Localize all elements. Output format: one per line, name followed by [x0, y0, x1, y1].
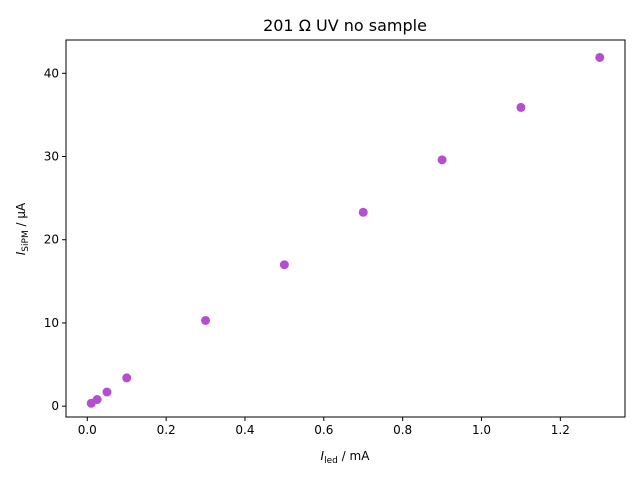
- data-point: [122, 373, 132, 383]
- x-tick-label: 0.0: [78, 423, 97, 437]
- x-axis-label-unit: / mA: [338, 449, 370, 463]
- x-tick-label: 1.2: [551, 423, 570, 437]
- data-point: [201, 315, 211, 325]
- y-tick-label: 20: [44, 233, 59, 247]
- x-tick-label: 0.6: [314, 423, 333, 437]
- chart-title: 201 Ω UV no sample: [263, 16, 427, 35]
- data-point: [516, 102, 526, 112]
- data-points: [86, 52, 605, 408]
- plot-area-frame: [65, 39, 626, 418]
- x-tick-label: 0.4: [235, 423, 254, 437]
- y-tick-label: 30: [44, 150, 59, 164]
- x-tick-label: 1.0: [472, 423, 491, 437]
- x-axis-label-subscript: led: [324, 456, 338, 466]
- y-axis-label-subscript: SiPM: [21, 230, 31, 251]
- x-axis-label: Iled / mA: [321, 449, 371, 466]
- y-axis: 0 10 20 30 40: [44, 66, 66, 413]
- y-axis-label-symbol: I: [14, 251, 28, 255]
- data-point: [102, 387, 112, 397]
- y-tick-label: 0: [51, 399, 59, 413]
- data-point: [92, 395, 102, 405]
- x-tick-label: 0.8: [393, 423, 412, 437]
- y-axis-label: ISiPM / μA: [14, 202, 31, 255]
- data-point: [358, 207, 368, 217]
- y-axis-label-unit: / μA: [14, 202, 28, 230]
- x-axis: 0.0 0.2 0.4 0.6 0.8 1.0 1.2: [78, 417, 570, 437]
- data-point: [279, 260, 289, 270]
- x-axis-label-symbol: I: [321, 449, 325, 463]
- x-tick-label: 0.2: [157, 423, 176, 437]
- data-point: [437, 155, 447, 165]
- data-point: [595, 52, 605, 62]
- y-tick-label: 40: [44, 66, 59, 80]
- y-tick-label: 10: [44, 316, 59, 330]
